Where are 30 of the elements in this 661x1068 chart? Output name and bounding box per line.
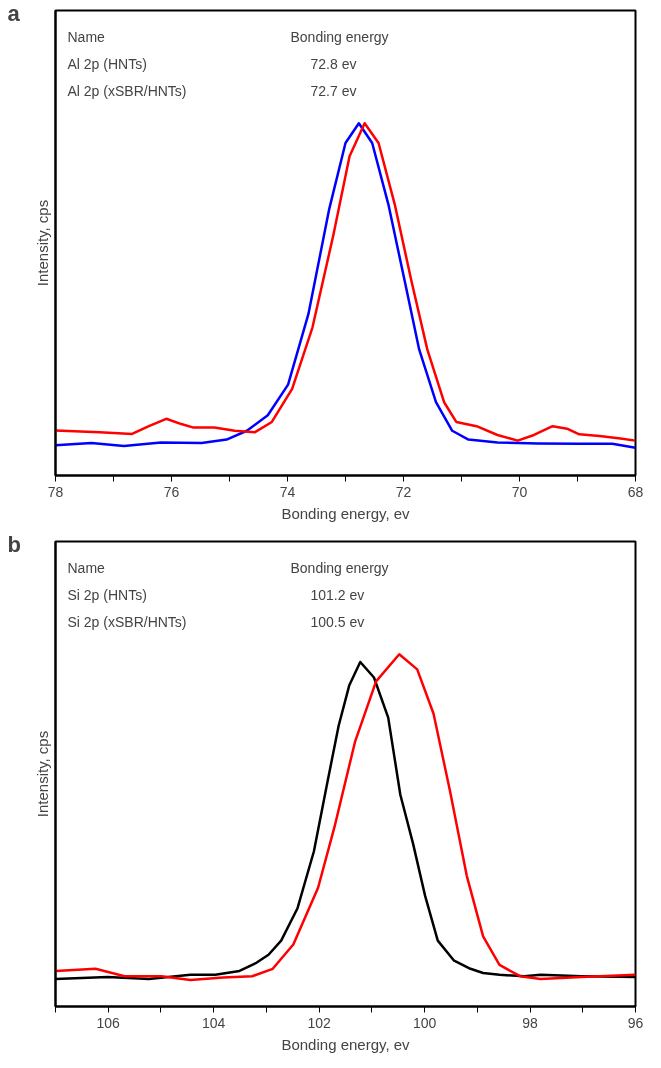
x-tick-label: 74 bbox=[279, 483, 296, 500]
x-tick-label: 98 bbox=[522, 1014, 539, 1031]
x-tick-label: 78 bbox=[47, 483, 64, 500]
text: Al 2p (xSBR/HNTs) bbox=[67, 82, 187, 99]
x-axis-title: Bonding energy, ev bbox=[281, 1035, 411, 1053]
text: Bonding energy bbox=[290, 28, 389, 45]
y-axis-title: Intensity, cps bbox=[33, 199, 51, 287]
x-tick-label: 104 bbox=[202, 1014, 226, 1031]
text: Bonding energy bbox=[290, 559, 389, 576]
x-tick-label: 96 bbox=[627, 1014, 644, 1031]
text: Name bbox=[67, 559, 106, 576]
text: 101.2 ev bbox=[310, 586, 365, 603]
x-tick-label: 106 bbox=[96, 1014, 121, 1031]
y-axis-title: Intensity, cps bbox=[33, 730, 51, 818]
x-tick-label: 68 bbox=[627, 483, 644, 500]
chart-title: b bbox=[7, 531, 21, 557]
x-tick-label: 102 bbox=[307, 1014, 332, 1031]
x-tick-label: 72 bbox=[395, 483, 412, 500]
text: 72.8 ev bbox=[310, 55, 357, 72]
text: Si 2p (HNTs) bbox=[67, 586, 147, 603]
x-axis-title: Bonding energy, ev bbox=[281, 504, 411, 522]
text: 72.7 ev bbox=[310, 82, 357, 99]
x-tick-label: 100 bbox=[412, 1014, 437, 1031]
x-tick-label: 76 bbox=[163, 483, 180, 500]
x-tick-label: 70 bbox=[511, 483, 528, 500]
chart-title: a bbox=[7, 0, 21, 26]
text: Si 2p (xSBR/HNTs) bbox=[67, 613, 187, 630]
text: 100.5 ev bbox=[310, 613, 365, 630]
text: Name bbox=[67, 28, 106, 45]
text: Al 2p (HNTs) bbox=[67, 55, 147, 72]
